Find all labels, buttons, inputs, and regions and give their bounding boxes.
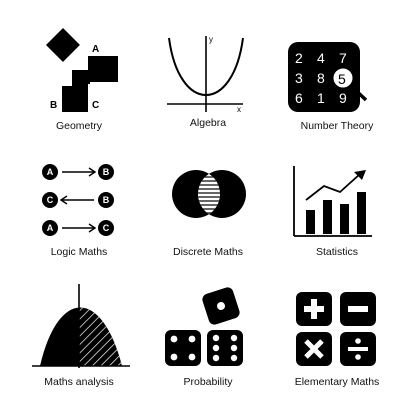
magnifier-icon [330,65,356,91]
elementary-maths-label: Elementary Maths [294,376,380,388]
logic-letter: A [47,167,54,177]
digit: 1 [317,90,325,106]
discrete-maths-tile: Discrete Maths [139,148,277,278]
algebra-icon: y x [167,35,244,114]
vertex-label-c: C [92,100,99,111]
digit: 2 [295,50,303,66]
logic-letter: B [103,195,110,205]
probability-label: Probability [183,376,233,388]
geometry-label: Geometry [55,120,103,132]
probability-icon [165,287,243,366]
x-axis-letter: x [237,105,241,114]
statistics-label: Statistics [315,246,358,258]
vertex-label-a: A [92,44,99,55]
elementary-maths-icon [296,292,376,366]
digit: 6 [295,90,303,106]
vertex-label-b: B [50,100,57,111]
statistics-tile: Statistics [268,148,406,278]
logic-letter: C [103,223,110,233]
digit: 8 [317,70,325,86]
maths-analysis-tile: Maths analysis [10,278,148,408]
statistics-icon [293,166,372,237]
geometry-tile: A B C Geometry [10,14,148,144]
digit: 4 [317,50,325,66]
algebra-label: Algebra [189,117,227,129]
elementary-maths-tile: Elementary Maths [268,278,406,408]
digit-highlighted: 5 [338,71,346,87]
discrete-maths-label: Discrete Maths [172,246,244,258]
algebra-tile: y x Algebra [139,14,277,144]
logic-letter: A [47,223,54,233]
logic-letter: C [47,195,54,205]
digit: 3 [295,70,303,86]
maths-analysis-label: Maths analysis [44,376,114,388]
logic-maths-icon: A B C B A C [42,164,114,236]
digit: 7 [339,50,347,66]
number-theory-label: Number Theory [300,120,374,132]
digit: 9 [339,90,347,106]
number-theory-tile: 2 4 7 3 8 6 1 9 5 Number Theory [268,14,406,144]
discrete-maths-icon [172,170,246,218]
number-theory-icon: 2 4 7 3 8 6 1 9 5 [288,42,368,112]
logic-maths-tile: A B C B A C Logic Maths [10,148,148,278]
y-axis-letter: y [209,35,213,44]
logic-maths-label: Logic Maths [50,246,108,258]
logic-letter: B [103,167,110,177]
geometry-icon: A B C [46,28,118,112]
maths-analysis-icon [32,284,130,368]
probability-tile: Probability [139,278,277,408]
